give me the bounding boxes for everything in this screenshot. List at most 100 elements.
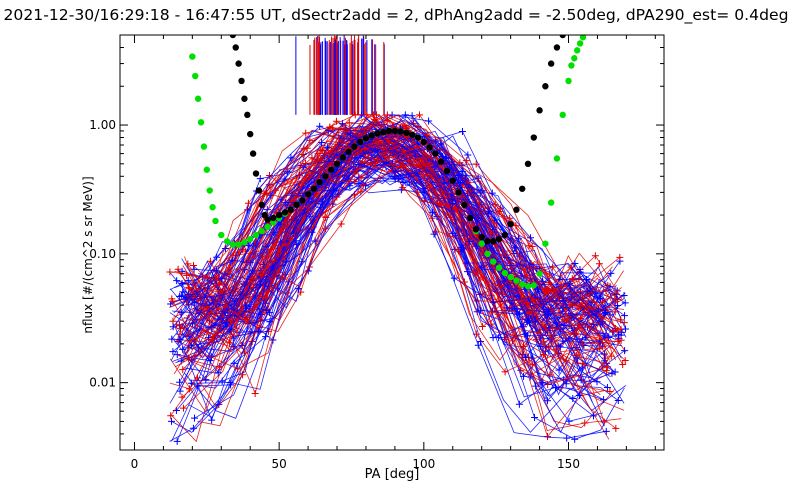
trace-marker <box>374 156 382 164</box>
pa-trace <box>190 151 595 324</box>
trace-marker <box>326 124 334 132</box>
black-fit-point <box>333 160 341 168</box>
trace-marker <box>337 220 345 228</box>
y-axis-label: nflux [#/(cm^2 s sr MeV)] <box>81 176 95 333</box>
pa-trace <box>187 132 601 321</box>
green-fit-point <box>229 241 237 248</box>
black-fit-point <box>547 60 555 67</box>
trace-marker <box>620 292 628 300</box>
green-fit-point <box>484 250 491 258</box>
trace-marker <box>351 178 359 186</box>
black-fit-point <box>244 111 251 119</box>
black-fit-point <box>304 191 312 198</box>
black-fit-point <box>258 201 265 209</box>
green-fit-point <box>212 217 219 225</box>
green-fit-point <box>252 231 260 239</box>
trace-marker <box>420 185 428 193</box>
black-fit-point <box>519 185 526 192</box>
chart-title: 2021-12-30/16:29:18 - 16:47:55 UT, dSect… <box>4 6 789 25</box>
green-fit-point <box>194 95 202 102</box>
black-fit-point <box>356 138 364 146</box>
trace-marker <box>168 417 176 425</box>
trace-marker <box>215 400 223 408</box>
trace-marker <box>477 306 485 314</box>
trace-marker <box>506 214 514 222</box>
trace-marker <box>598 298 606 306</box>
pa-trace <box>169 147 611 348</box>
trace-marker <box>615 331 623 339</box>
trace-marker <box>361 145 369 153</box>
trace-marker <box>484 210 492 218</box>
black-fit-point <box>316 178 323 186</box>
trace-marker <box>622 325 630 333</box>
trace-marker <box>548 324 556 332</box>
green-fit-point <box>189 53 196 60</box>
black-fit-point <box>293 201 300 209</box>
pa-trace <box>179 163 613 340</box>
trace-marker <box>572 352 580 360</box>
trace-marker <box>613 327 621 335</box>
trace-marker <box>259 270 267 278</box>
green-fit-point <box>197 119 205 126</box>
trace-marker <box>277 238 285 246</box>
green-fit-point <box>270 219 277 226</box>
trace-marker <box>179 288 187 296</box>
black-fit-point <box>299 197 306 204</box>
green-fit-point <box>264 223 271 231</box>
trace-marker <box>531 318 539 326</box>
trace-marker <box>191 414 199 422</box>
black-fit-point <box>409 131 416 138</box>
trace-marker <box>208 416 216 424</box>
trace-marker <box>501 368 509 376</box>
black-fit-point <box>374 130 381 137</box>
trace-marker <box>609 327 617 335</box>
trace-marker <box>308 154 316 162</box>
green-fit-point <box>490 258 497 265</box>
trace-marker <box>527 234 535 242</box>
black-fit-point <box>437 158 445 165</box>
black-fit-point <box>252 170 260 177</box>
x-tick-label: 150 <box>557 457 580 471</box>
x-tick-label: 100 <box>412 457 435 471</box>
black-fit-point <box>559 35 566 39</box>
green-fit-point <box>579 35 587 41</box>
plot-area <box>166 35 630 445</box>
green-fit-point <box>513 277 520 284</box>
y-tick-label: 0.01 <box>89 376 116 390</box>
trace-marker <box>603 383 611 391</box>
trace-marker <box>621 299 629 307</box>
pa-trace <box>197 138 619 345</box>
pa-trace <box>172 119 625 377</box>
trace-marker <box>621 312 629 320</box>
trace-marker <box>189 424 197 432</box>
pa-trace <box>186 159 618 340</box>
black-fit-point <box>420 138 428 146</box>
pa-trace <box>184 115 624 322</box>
black-fit-point <box>345 148 352 155</box>
black-fit-point <box>426 144 433 151</box>
pa-trace <box>189 136 607 376</box>
trace-marker <box>578 340 586 348</box>
trace-marker <box>167 412 175 420</box>
trace-marker <box>462 157 470 165</box>
trace-marker <box>543 397 551 405</box>
trace-marker <box>478 322 486 330</box>
trace-marker <box>173 437 181 445</box>
black-fit-point <box>501 231 509 239</box>
trace-marker <box>322 225 330 233</box>
trace-marker <box>449 199 457 207</box>
green-fit-point <box>542 240 549 247</box>
green-fit-point <box>495 264 503 271</box>
trace-marker <box>461 278 469 286</box>
trace-marker <box>256 175 264 183</box>
trace-marker <box>302 129 310 137</box>
black-fit-point <box>322 173 329 180</box>
black-fit-point <box>232 44 239 51</box>
pa-trace <box>193 141 615 344</box>
trace-marker <box>612 424 620 432</box>
trace-marker <box>476 189 484 197</box>
green-fit-point <box>218 231 225 239</box>
pa-trace <box>195 150 610 335</box>
green-fit-point <box>192 72 199 80</box>
